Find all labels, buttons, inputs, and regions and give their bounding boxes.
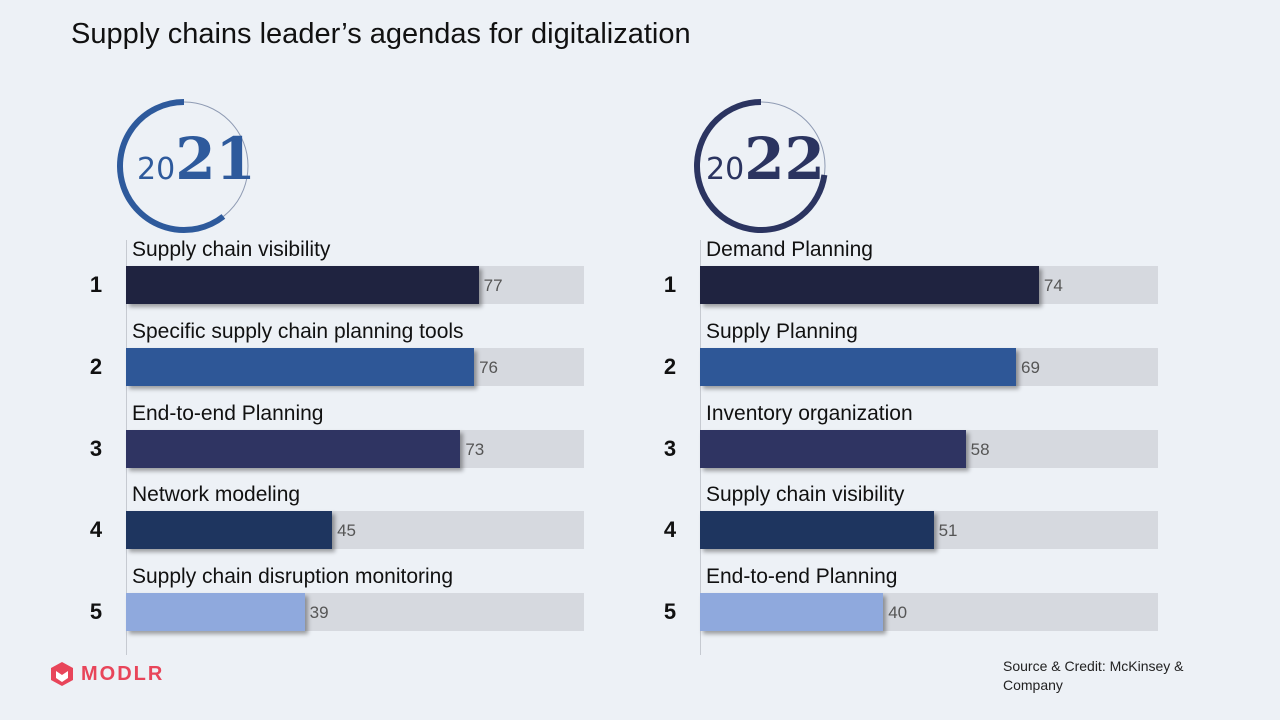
category-label: Supply Planning — [706, 320, 858, 343]
data-label: 74 — [1043, 276, 1063, 295]
year-ring-icon-2021 — [117, 99, 249, 233]
rank-number: 2 — [89, 354, 103, 379]
page-title: Supply chains leader’s agendas for digit… — [71, 18, 691, 50]
bar-chart-2021: Supply chain visibility 1 77 Specific suppl… — [90, 238, 596, 660]
category-label: Network modeling — [132, 483, 301, 506]
data-label: 39 — [309, 603, 329, 622]
modlr-logo: MODLR — [49, 661, 164, 687]
rank-number: 3 — [89, 436, 103, 461]
category-label: Supply chain visibility — [132, 238, 331, 261]
category-label: Inventory organization — [706, 402, 913, 425]
data-label: 45 — [337, 521, 357, 540]
bar — [126, 266, 479, 304]
source-credit: Source & Credit: McKinsey & Company — [1003, 658, 1184, 693]
rank-number: 5 — [663, 599, 677, 624]
data-label: 76 — [479, 358, 498, 377]
bar — [126, 348, 475, 386]
data-label: 58 — [970, 440, 990, 459]
data-label: 51 — [938, 521, 958, 540]
bar — [700, 266, 1039, 304]
year-ring-icon-2022 — [694, 99, 828, 233]
bar — [126, 593, 305, 631]
rank-number: 5 — [89, 599, 103, 624]
rank-number: 2 — [663, 354, 677, 379]
bar — [700, 430, 966, 468]
data-label: 40 — [888, 603, 908, 622]
year-label-2021: 2021 — [137, 125, 256, 193]
year-label-2022: 2022 — [706, 125, 825, 193]
logo-text: MODLR — [81, 662, 165, 685]
category-label: Demand Planning — [706, 238, 873, 261]
bar — [126, 511, 333, 549]
rank-number: 4 — [89, 517, 103, 542]
rank-number: 1 — [89, 272, 103, 297]
category-label: End-to-end Planning — [706, 565, 898, 588]
bar — [126, 430, 461, 468]
category-label: End-to-end Planning — [132, 402, 324, 425]
category-label: Supply chain disruption monitoring — [132, 565, 454, 588]
modlr-logo-icon — [51, 662, 73, 686]
rank-number: 3 — [663, 436, 677, 461]
category-label: Specific supply chain planning tools — [132, 320, 464, 343]
year-prefix: 20 — [137, 152, 176, 187]
data-label: 69 — [1021, 358, 1040, 377]
bar-chart-2022: Demand Planning 1 74 Supply Planning 2 69 Inve… — [664, 238, 1170, 660]
year-suffix: 22 — [744, 125, 825, 193]
year-prefix: 20 — [706, 152, 745, 187]
bar — [700, 593, 884, 631]
rank-number: 4 — [663, 517, 677, 542]
year-suffix: 21 — [175, 125, 256, 193]
data-label: 77 — [483, 276, 503, 295]
data-label: 73 — [465, 440, 485, 459]
bar — [700, 511, 934, 549]
rank-number: 1 — [663, 272, 677, 297]
category-label: Supply chain visibility — [706, 483, 905, 506]
bar — [700, 348, 1017, 386]
